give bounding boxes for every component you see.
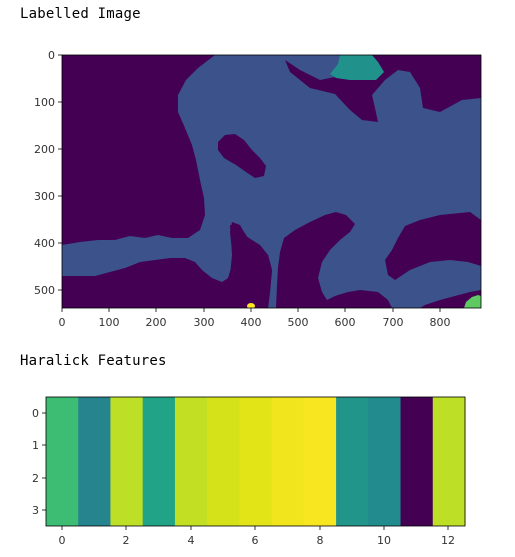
x-tick-label: 10: [377, 534, 391, 547]
labelled-image-x-axis: 0 100 200 300 400 500 600 700 800: [59, 308, 451, 329]
heatmap-column: [239, 397, 273, 526]
x-tick-label: 800: [430, 316, 451, 329]
x-tick-label: 300: [194, 316, 215, 329]
y-tick-label: 300: [34, 190, 55, 203]
labelled-image: [61, 54, 482, 309]
heatmap-column: [110, 397, 144, 526]
x-tick-label: 2: [123, 534, 130, 547]
x-tick-label: 6: [252, 534, 259, 547]
region-label-1: [62, 55, 481, 308]
labelled-image-plot: 0 100 200 300 400 500 0 100 200 300 400 …: [34, 49, 482, 329]
haralick-features-plot: 0 1 2 3 0 2 4 6 8 10 12: [32, 396, 466, 547]
heatmap-column: [303, 397, 337, 526]
region-label-4: [247, 303, 255, 308]
haralick-heatmap: [46, 397, 466, 526]
y-tick-label: 100: [34, 96, 55, 109]
y-tick-label: 3: [32, 504, 39, 517]
heatmap-column: [142, 397, 176, 526]
heatmap-column: [336, 397, 369, 526]
heatmap-column: [432, 397, 466, 526]
x-tick-label: 4: [188, 534, 195, 547]
haralick-y-axis: 0 1 2 3: [32, 407, 46, 517]
haralick-x-axis: 0 2 4 6 8 10 12: [59, 526, 455, 547]
x-tick-label: 500: [288, 316, 309, 329]
y-tick-label: 500: [34, 284, 55, 297]
region-label-3: [464, 295, 481, 308]
region-label-0-hole-2: [228, 225, 272, 308]
x-tick-label: 100: [99, 316, 120, 329]
x-tick-label: 12: [441, 534, 455, 547]
y-tick-label: 1: [32, 439, 39, 452]
x-tick-label: 0: [59, 316, 66, 329]
x-tick-label: 600: [335, 316, 356, 329]
x-tick-label: 700: [383, 316, 404, 329]
x-tick-label: 8: [317, 534, 324, 547]
y-tick-label: 0: [32, 407, 39, 420]
output-label-haralick-features: Haralick Features: [20, 353, 167, 369]
labelled-image-y-axis: 0 100 200 300 400 500: [34, 49, 62, 297]
x-tick-label: 200: [146, 316, 167, 329]
y-tick-label: 2: [32, 472, 39, 485]
x-tick-label: 0: [59, 534, 66, 547]
heatmap-column: [400, 397, 434, 526]
heatmap-column: [271, 397, 305, 526]
heatmap-column: [174, 397, 208, 526]
output-label-labelled-image: Labelled Image: [20, 6, 141, 22]
heatmap-column: [368, 397, 402, 526]
heatmap-column: [46, 397, 79, 526]
region-label-2: [330, 55, 384, 80]
heatmap-column: [78, 397, 112, 526]
y-tick-label: 400: [34, 237, 55, 250]
y-tick-label: 200: [34, 143, 55, 156]
region-label-0-hole: [218, 134, 266, 178]
x-tick-label: 400: [241, 316, 262, 329]
y-tick-label: 0: [48, 49, 55, 62]
heatmap-column: [207, 397, 240, 526]
